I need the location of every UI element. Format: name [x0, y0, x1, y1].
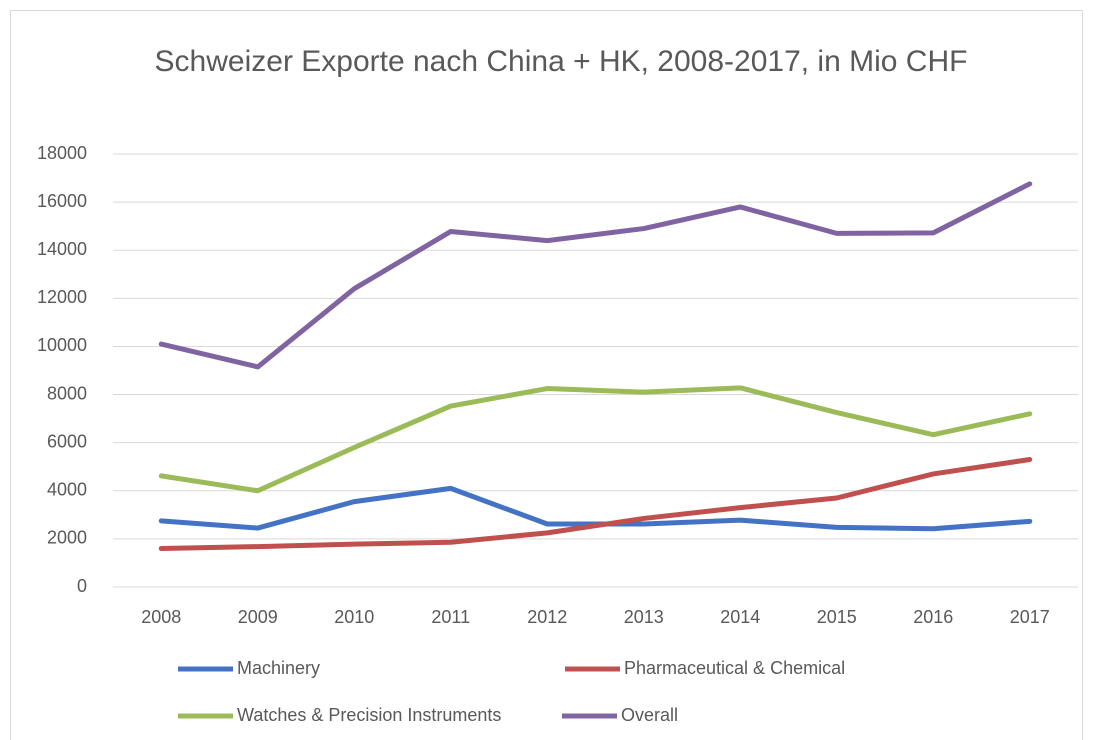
- legend-label: Machinery: [237, 658, 320, 678]
- chart-title: Schweizer Exporte nach China + HK, 2008-…: [154, 45, 968, 78]
- x-tick-label: 2016: [913, 607, 953, 627]
- series-line: [158, 385, 1033, 494]
- series-line: [158, 485, 1033, 532]
- y-tick-label: 8000: [47, 383, 87, 403]
- x-tick-label: 2012: [527, 607, 567, 627]
- x-tick-label: 2015: [817, 607, 857, 627]
- x-tick-label: 2011: [431, 607, 470, 627]
- x-tick-label: 2014: [720, 607, 760, 627]
- series-line: [158, 457, 1033, 552]
- x-tick-label: 2010: [334, 607, 374, 627]
- y-tick-label: 18000: [37, 143, 87, 163]
- x-tick-label: 2008: [141, 607, 181, 627]
- y-tick-label: 6000: [47, 431, 87, 451]
- y-tick-label: 0: [77, 576, 87, 596]
- x-tick-label: 2009: [238, 607, 278, 627]
- y-tick-label: 2000: [47, 528, 87, 548]
- y-tick-label: 12000: [37, 287, 87, 307]
- y-tick-label: 14000: [37, 239, 87, 259]
- y-tick-label: 10000: [37, 335, 87, 355]
- legend-label: Overall: [621, 705, 678, 725]
- x-tick-label: 2013: [624, 607, 664, 627]
- x-tick-label: 2017: [1010, 607, 1050, 627]
- legend-label: Watches & Precision Instruments: [237, 705, 501, 725]
- series-line: [158, 181, 1033, 370]
- chart-frame: [10, 10, 1083, 740]
- legend-label: Pharmaceutical & Chemical: [624, 658, 845, 678]
- y-tick-label: 16000: [37, 191, 87, 211]
- y-tick-label: 4000: [47, 480, 87, 500]
